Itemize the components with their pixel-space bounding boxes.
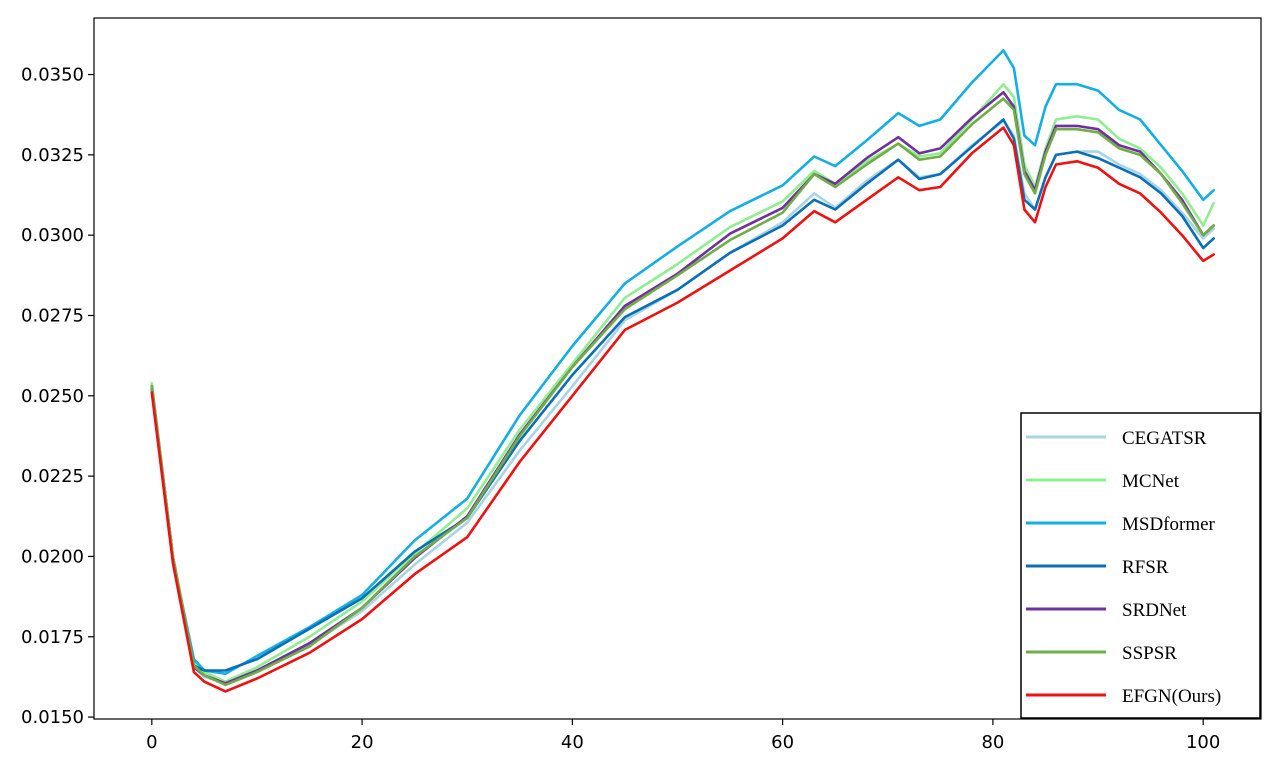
y-tick-label: 0.0200 [21,546,84,567]
y-tick-label: 0.0275 [21,305,84,326]
series-line-6 [150,126,1215,693]
y-tick-label: 0.0325 [21,145,84,166]
legend-label: RFSR [1122,557,1169,578]
series-line-2 [150,49,1215,676]
y-tick-label: 0.0175 [21,627,84,648]
x-tick-label: 20 [351,732,374,753]
series-layer [150,49,1215,693]
series-line-5 [150,97,1215,687]
y-tick-label: 0.0250 [21,386,84,407]
legend: CEGATSR MCNet MSDformer RFSR SRDNet SSPSR EFGN… [1020,412,1261,719]
y-tick-label: 0.0350 [21,65,84,86]
series-line-3 [150,118,1215,672]
x-tick-label: 0 [146,732,157,753]
legend-label: SSPSR [1122,643,1177,664]
y-tick-label: 0.0225 [21,466,84,487]
x-tick-label: 80 [981,732,1004,753]
x-tick-label: 60 [771,732,794,753]
series-line-1 [150,82,1215,684]
x-tick-label: 40 [561,732,584,753]
x-tick-label: 100 [1186,732,1220,753]
legend-label: MSDformer [1122,514,1216,535]
y-tick-label: 0.0150 [21,707,84,728]
legend-label: CEGATSR [1122,428,1207,449]
y-axis: 0.0150 0.0175 0.0200 0.0225 0.0250 0.0275 0.03… [21,65,94,728]
legend-label: EFGN(Ours) [1122,686,1221,707]
x-axis: 0 20 40 60 80 100 [146,719,1220,753]
legend-label: SRDNet [1122,600,1187,621]
series-line-4 [150,90,1215,685]
legend-label: MCNet [1122,471,1180,492]
y-tick-label: 0.0300 [21,225,84,246]
